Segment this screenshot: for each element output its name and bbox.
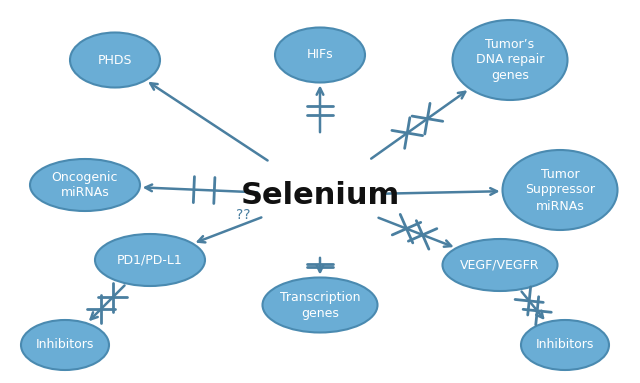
Text: Transcription
genes: Transcription genes bbox=[280, 290, 360, 319]
Text: PHDS: PHDS bbox=[98, 54, 132, 67]
Text: Inhibitors: Inhibitors bbox=[536, 339, 594, 352]
Ellipse shape bbox=[262, 278, 378, 332]
Ellipse shape bbox=[95, 234, 205, 286]
Ellipse shape bbox=[70, 33, 160, 87]
Text: Selenium: Selenium bbox=[241, 180, 399, 210]
Text: HIFs: HIFs bbox=[307, 49, 333, 62]
Text: ??: ?? bbox=[236, 208, 251, 222]
Text: VEGF/VEGFR: VEGF/VEGFR bbox=[460, 259, 540, 272]
Ellipse shape bbox=[442, 239, 557, 291]
Text: Inhibitors: Inhibitors bbox=[36, 339, 94, 352]
Text: Tumor
Suppressor
miRNAs: Tumor Suppressor miRNAs bbox=[525, 167, 595, 213]
Ellipse shape bbox=[275, 28, 365, 82]
Text: Tumor’s
DNA repair
genes: Tumor’s DNA repair genes bbox=[476, 38, 544, 82]
Ellipse shape bbox=[30, 159, 140, 211]
Text: PD1/PD-L1: PD1/PD-L1 bbox=[117, 254, 183, 267]
Text: Oncogenic
miRNAs: Oncogenic miRNAs bbox=[52, 170, 118, 200]
Ellipse shape bbox=[21, 320, 109, 370]
Ellipse shape bbox=[521, 320, 609, 370]
Ellipse shape bbox=[502, 150, 618, 230]
Ellipse shape bbox=[452, 20, 568, 100]
